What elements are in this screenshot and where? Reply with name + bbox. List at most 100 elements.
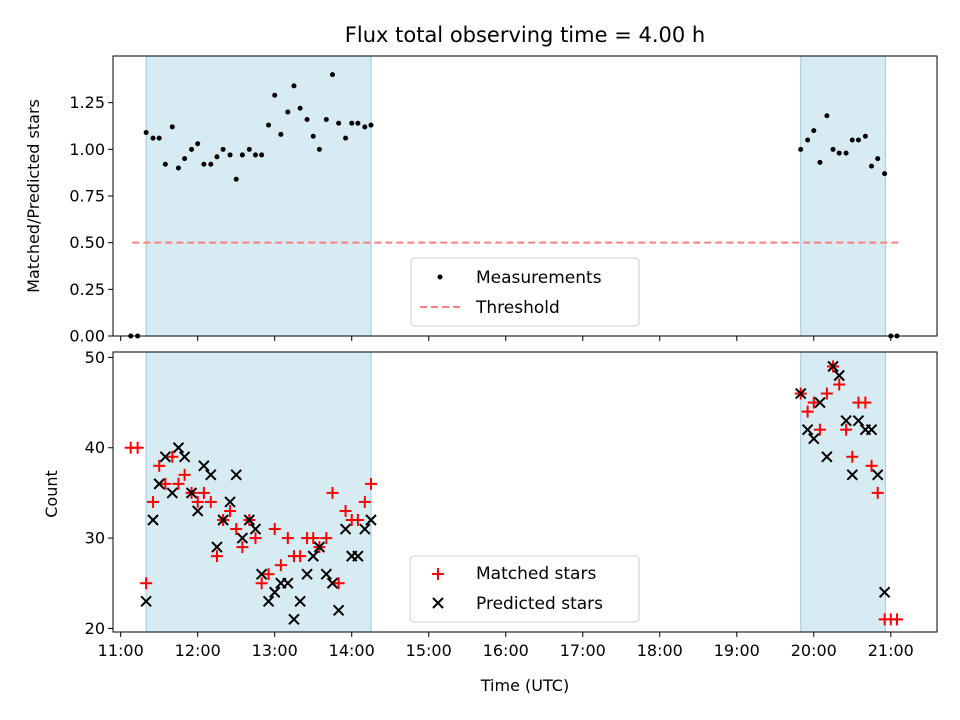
predicted-star-stroke: [153, 478, 165, 490]
predicted-star-stroke: [236, 532, 249, 544]
predicted-star-point: [192, 505, 204, 517]
matched-star-point: [859, 396, 872, 409]
legend-predicted-label: Predicted stars: [476, 594, 603, 614]
measurement-point: [214, 154, 220, 160]
predicted-star-point: [808, 433, 820, 445]
measurement-point: [291, 83, 297, 89]
predicted-star-stroke: [307, 550, 319, 562]
matched-star-point: [191, 495, 204, 508]
matched-star-point: [172, 477, 185, 490]
predicted-star-point: [301, 568, 313, 580]
predicted-star-point: [307, 550, 319, 562]
matched-star-point: [339, 504, 352, 517]
measurement-point: [830, 146, 836, 152]
bottom-panel: Count Time (UTC) 20 30 40 50 11:00 12:00 13:0…: [42, 348, 938, 695]
top-legend-box: [410, 257, 640, 327]
top-measurement-points: [128, 72, 900, 339]
predicted-star-stroke: [313, 541, 326, 553]
bottom-xtick-label: 13:00: [252, 641, 298, 660]
top-ylabel: Matched/Predicted stars: [24, 99, 43, 293]
predicted-star-point: [332, 604, 345, 617]
predicted-star-stroke: [871, 469, 884, 481]
measurement-point: [297, 105, 303, 111]
bottom-ytick-label: 40: [85, 438, 105, 457]
predicted-star-point: [159, 451, 172, 463]
predicted-star-point: [294, 595, 306, 607]
bottom-xtick-label: 21:00: [868, 641, 914, 660]
measurement-point: [316, 146, 322, 152]
predicted-star-stroke: [140, 595, 152, 607]
predicted-star-stroke: [801, 423, 814, 436]
predicted-star-point: [871, 469, 884, 481]
predicted-star-point: [320, 568, 333, 580]
predicted-star-point: [211, 541, 223, 553]
predicted-star-point: [326, 577, 339, 589]
matched-star-point: [268, 523, 281, 536]
matched-star-point: [131, 441, 144, 454]
matched-star-point: [813, 423, 826, 436]
measurement-point: [272, 92, 278, 98]
matched-star-point: [833, 378, 846, 391]
bottom-xtick-label: 17:00: [560, 641, 606, 660]
predicted-star-point: [255, 568, 268, 580]
bottom-ylabel: Count: [42, 470, 61, 518]
predicted-star-stroke: [808, 433, 820, 445]
predicted-star-point: [269, 586, 281, 598]
matched-star-point: [294, 550, 307, 563]
bottom-ytick-label: 50: [85, 348, 105, 367]
top-legend: Measurements Threshold: [410, 257, 640, 327]
predicted-star-stroke: [833, 369, 845, 382]
matched-star-point: [147, 495, 160, 508]
matched-star-point: [332, 577, 345, 590]
matched-star-point: [204, 495, 217, 508]
predicted-star-stroke: [166, 487, 179, 499]
predicted-star-stroke: [852, 414, 865, 427]
measurement-point: [855, 137, 861, 143]
predicted-star-point: [147, 514, 159, 526]
predicted-star-point: [198, 460, 210, 472]
measurement-point: [201, 161, 207, 167]
measurement-point: [259, 152, 265, 158]
predicted-star-stroke: [339, 523, 352, 535]
predicted-star-stroke: [794, 387, 807, 400]
measurement-point: [817, 159, 823, 165]
predicted-star-point: [288, 613, 300, 626]
predicted-star-stroke: [243, 514, 256, 526]
measurement-point: [227, 152, 233, 158]
bottom-y-axis: 20 30 40 50: [85, 348, 113, 638]
bottom-ytick-label: 20: [85, 619, 105, 638]
bottom-x-axis: 11:00 12:00 13:00 14:00 15:00 16:00 17:00 18:00…: [98, 632, 914, 660]
matched-star-point: [224, 504, 237, 517]
matched-star-point: [274, 559, 287, 572]
bottom-xtick-label: 15:00: [406, 641, 452, 660]
predicted-star-stroke: [172, 442, 185, 454]
matched-star-point: [230, 523, 243, 536]
predicted-star-stroke: [147, 514, 159, 526]
predicted-star-point: [852, 414, 865, 427]
predicted-star-point: [262, 595, 275, 607]
predicted-star-point: [166, 487, 179, 499]
measurement-point: [252, 152, 258, 158]
measurement-point: [143, 130, 149, 136]
bottom-xtick-label: 20:00: [791, 641, 837, 660]
matched-star-point: [255, 577, 268, 590]
measurement-point: [329, 72, 335, 78]
predicted-star-stroke: [827, 360, 839, 373]
top-ytick-label: 0.50: [69, 233, 105, 252]
matched-star-point: [871, 486, 884, 499]
measurement-point: [208, 161, 214, 167]
predicted-star-stroke: [211, 541, 223, 553]
top-observing-windows: [145, 56, 886, 336]
predicted-star-point: [185, 487, 198, 499]
predicted-star-stroke: [198, 460, 210, 472]
measurement-point: [836, 150, 842, 156]
predicted-star-stroke: [332, 604, 345, 617]
predicted-star-stroke: [301, 568, 313, 580]
predicted-star-stroke: [185, 487, 198, 499]
legend-matched-marker: [432, 568, 444, 580]
predicted-star-stroke: [846, 469, 858, 481]
matched-star-point: [865, 459, 878, 472]
top-y-axis: 0.00 0.25 0.50 0.75 1.00 1.25: [69, 93, 113, 346]
measurement-point: [798, 146, 804, 152]
